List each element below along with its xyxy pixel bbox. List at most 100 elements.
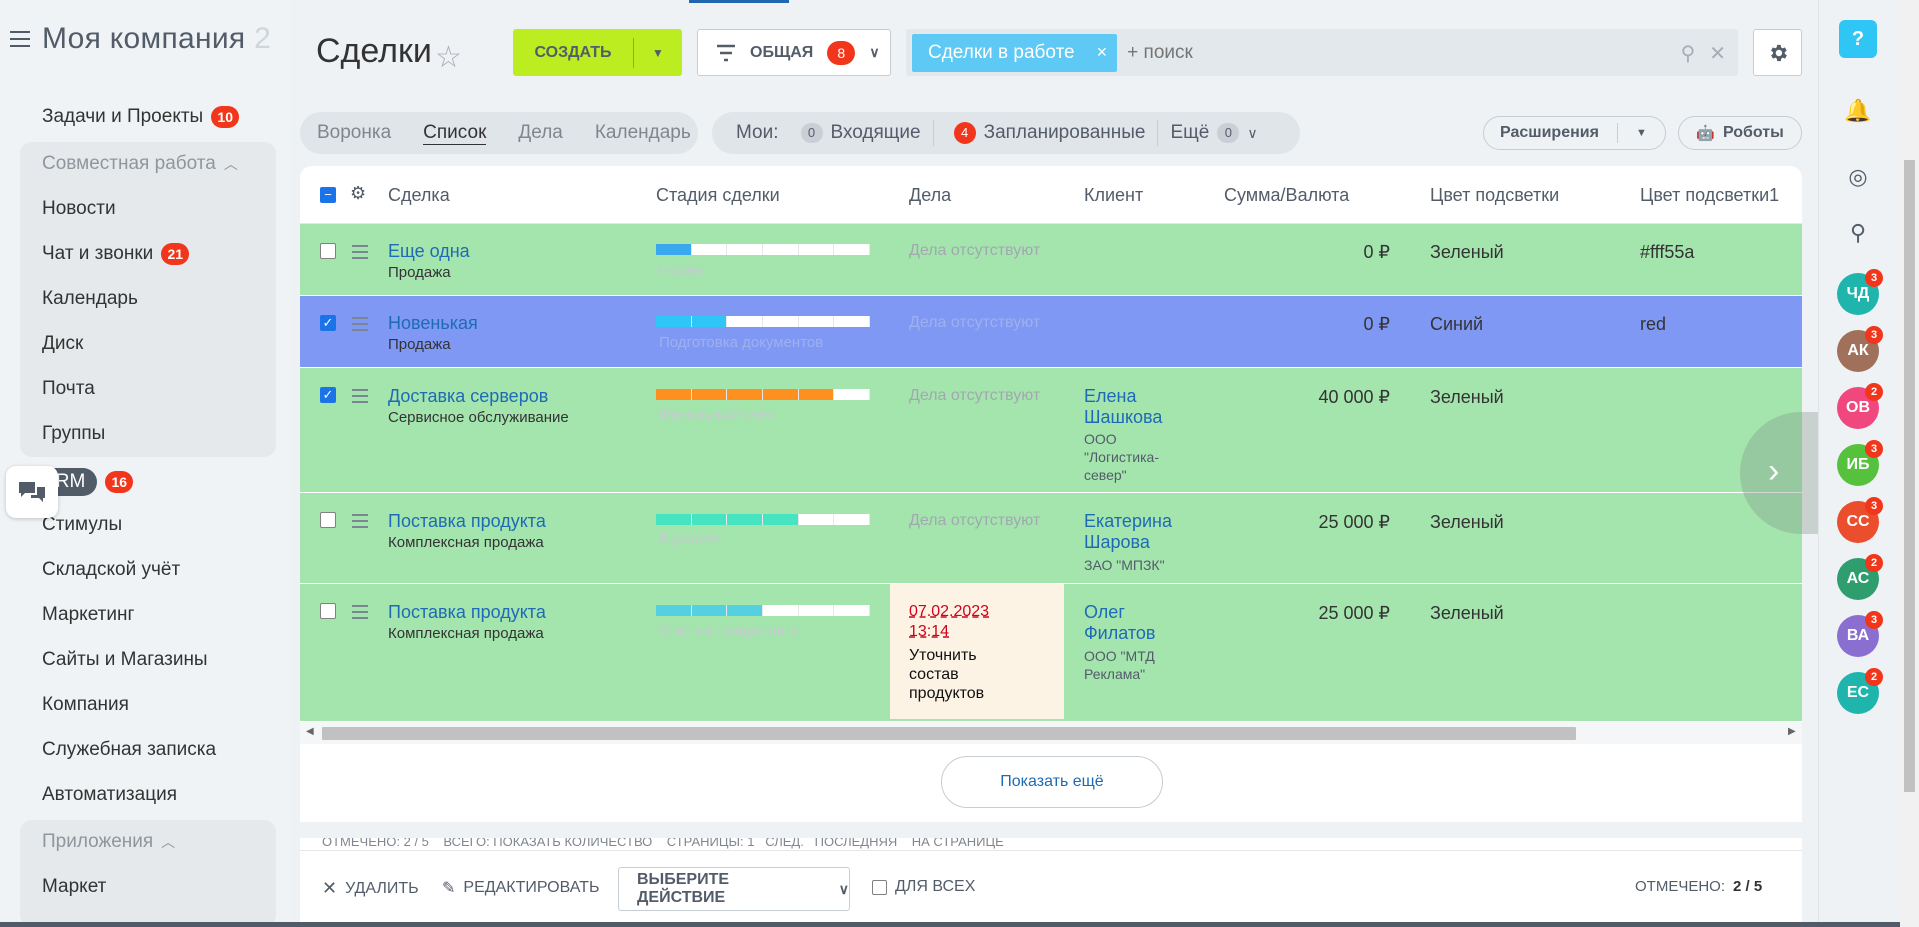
tab-funnel[interactable]: Воронка — [317, 122, 392, 143]
avatar[interactable]: ЧД 3 — [1837, 269, 1883, 315]
scroll-next-arrow[interactable]: › — [1740, 412, 1830, 534]
stage-segment[interactable] — [799, 244, 835, 255]
avatar[interactable]: ИБ 3 — [1837, 440, 1883, 486]
stage-segment[interactable] — [727, 389, 764, 400]
stage-segment[interactable] — [799, 605, 835, 616]
extensions-button[interactable]: Расширения ▼ — [1483, 116, 1666, 150]
stage-progress-bar[interactable] — [656, 514, 871, 525]
client-link[interactable]: Екатерина Шарова — [1084, 511, 1172, 552]
stage-segment[interactable] — [763, 316, 799, 327]
table-row[interactable]: Поставка продукта Комплексная продажа Сч… — [300, 584, 1802, 722]
sidebar-item-incentives[interactable]: Стимулы — [42, 514, 122, 536]
sidebar-item-warehouse[interactable]: Складской учёт — [42, 559, 180, 581]
scroll-right-icon[interactable]: ▶ — [1788, 726, 1796, 737]
sidebar-item-automation[interactable]: Автоматизация — [42, 784, 177, 806]
stage-segment[interactable] — [834, 389, 871, 400]
search-box[interactable]: Сделки в работе × ⚲ ✕ — [906, 29, 1738, 76]
row-checkbox[interactable] — [320, 603, 336, 619]
column-header-stage[interactable]: Стадия сделки — [656, 185, 780, 205]
sidebar-item-sites[interactable]: Сайты и Магазины — [42, 649, 208, 671]
stage-progress-bar[interactable] — [656, 389, 871, 400]
for-all-checkbox[interactable]: ДЛЯ ВСЕХ — [872, 878, 975, 896]
help-button[interactable]: ? — [1839, 20, 1877, 58]
chat-search-icon[interactable]: ◎ — [1848, 164, 1868, 189]
column-header-deal[interactable]: Сделка — [388, 185, 450, 205]
row-checkbox[interactable] — [320, 243, 336, 259]
drag-handle-icon[interactable] — [352, 245, 368, 263]
tag-close-icon[interactable]: × — [1096, 42, 1108, 62]
search-icon[interactable]: ⚲ — [1680, 43, 1696, 65]
activity-cell[interactable] — [890, 584, 1064, 719]
deal-title-link[interactable]: Поставка продукта — [388, 511, 546, 531]
horizontal-scroll-thumb[interactable] — [322, 727, 1576, 740]
stage-segment[interactable] — [691, 605, 728, 616]
stage-segment[interactable] — [799, 316, 835, 327]
planned-filter[interactable]: Запланированные — [983, 122, 1146, 143]
table-row[interactable]: Еще одна Продажа Новая Дела отсутствуют … — [300, 224, 1802, 296]
star-icon[interactable]: ☆ — [435, 41, 462, 74]
deal-title-link[interactable]: Еще одна — [388, 241, 470, 261]
client-link[interactable]: Елена Шашкова — [1084, 386, 1163, 427]
column-header-client[interactable]: Клиент — [1084, 185, 1144, 205]
chevron-down-icon[interactable]: ▼ — [652, 45, 664, 60]
avatar[interactable]: ВА 3 — [1837, 611, 1883, 657]
incoming-filter[interactable]: Входящие — [830, 122, 921, 143]
stage-segment[interactable] — [656, 244, 692, 255]
clear-icon[interactable]: ✕ — [1709, 43, 1726, 65]
sidebar-item-memo[interactable]: Служебная записка — [42, 739, 216, 761]
stage-segment[interactable] — [834, 514, 871, 525]
deal-title-link[interactable]: Поставка продукта — [388, 602, 546, 622]
stage-segment[interactable] — [691, 514, 728, 525]
delete-button[interactable]: ✕ УДАЛИТЬ — [322, 878, 419, 899]
column-header-sum[interactable]: Сумма/Валюта — [1224, 185, 1350, 205]
drag-handle-icon[interactable] — [352, 514, 368, 532]
create-button[interactable]: СОЗДАТЬ ▼ — [513, 29, 682, 76]
stage-segment[interactable] — [656, 316, 692, 327]
sidebar-item-groups[interactable]: Группы — [42, 423, 105, 445]
horizontal-scrollbar[interactable]: ◀ ▶ — [300, 722, 1802, 744]
drag-handle-icon[interactable] — [352, 389, 368, 407]
activity-deadline[interactable]: 07.02.2023 13:14 — [909, 603, 990, 640]
row-checkbox[interactable] — [320, 512, 336, 528]
stage-segment[interactable] — [763, 244, 799, 255]
select-all-checkbox[interactable]: − — [320, 187, 336, 203]
stage-segment[interactable] — [727, 514, 764, 525]
stage-progress-bar[interactable] — [656, 316, 871, 327]
sidebar-item-marketing[interactable]: Маркетинг — [42, 604, 134, 626]
settings-button[interactable] — [1753, 29, 1802, 76]
column-header-color1[interactable]: Цвет подсветки1 — [1640, 185, 1780, 205]
search-icon[interactable]: ⚲ — [1849, 220, 1867, 245]
avatar[interactable]: АС 2 — [1837, 554, 1883, 600]
avatar[interactable]: ЕС 2 — [1837, 668, 1883, 714]
activity-subject[interactable]: Уточнить состав продуктов — [909, 647, 985, 702]
stage-segment[interactable] — [763, 605, 799, 616]
sidebar-item-company[interactable]: Компания — [42, 694, 129, 716]
scroll-left-icon[interactable]: ◀ — [306, 726, 314, 737]
edit-button[interactable]: ✎ РЕДАКТИРОВАТЬ — [442, 878, 599, 898]
client-link[interactable]: Олег Филатов — [1084, 602, 1156, 643]
more-filter[interactable]: Ещё — [1170, 122, 1210, 143]
search-filter-tag[interactable]: Сделки в работе × — [912, 33, 1118, 72]
menu-burger-icon[interactable] — [10, 31, 30, 47]
deal-title-link[interactable]: Доставка серверов — [388, 386, 549, 406]
sidebar-item-chat[interactable]: Чат и звонки 21 — [42, 243, 190, 265]
show-more-button[interactable]: Показать ещё — [941, 756, 1163, 808]
stage-segment[interactable] — [763, 389, 799, 400]
stage-segment[interactable] — [834, 605, 871, 616]
tab-calendar[interactable]: Календарь — [594, 122, 691, 143]
stage-segment[interactable] — [656, 605, 692, 616]
stage-segment[interactable] — [834, 316, 871, 327]
robots-button[interactable]: 🤖 Роботы — [1678, 116, 1802, 150]
column-header-activities[interactable]: Дела — [909, 185, 952, 205]
checkbox-box[interactable] — [872, 879, 887, 895]
tab-activities[interactable]: Дела — [518, 122, 563, 143]
stage-segment[interactable] — [692, 244, 728, 255]
stage-segment[interactable] — [656, 514, 692, 525]
search-input[interactable] — [1127, 41, 1668, 64]
table-row[interactable]: ✓ Доставка серверов Сервисное обслуживан… — [300, 368, 1802, 493]
stage-segment[interactable] — [834, 244, 871, 255]
table-row[interactable]: ✓ Новенькая Продажа Подготовка документо… — [300, 296, 1802, 368]
filter-button[interactable]: ОБЩАЯ 8 ∨ — [697, 29, 891, 76]
column-settings-gear-icon[interactable]: ⚙ — [350, 183, 367, 203]
avatar[interactable]: АК 3 — [1837, 326, 1883, 372]
